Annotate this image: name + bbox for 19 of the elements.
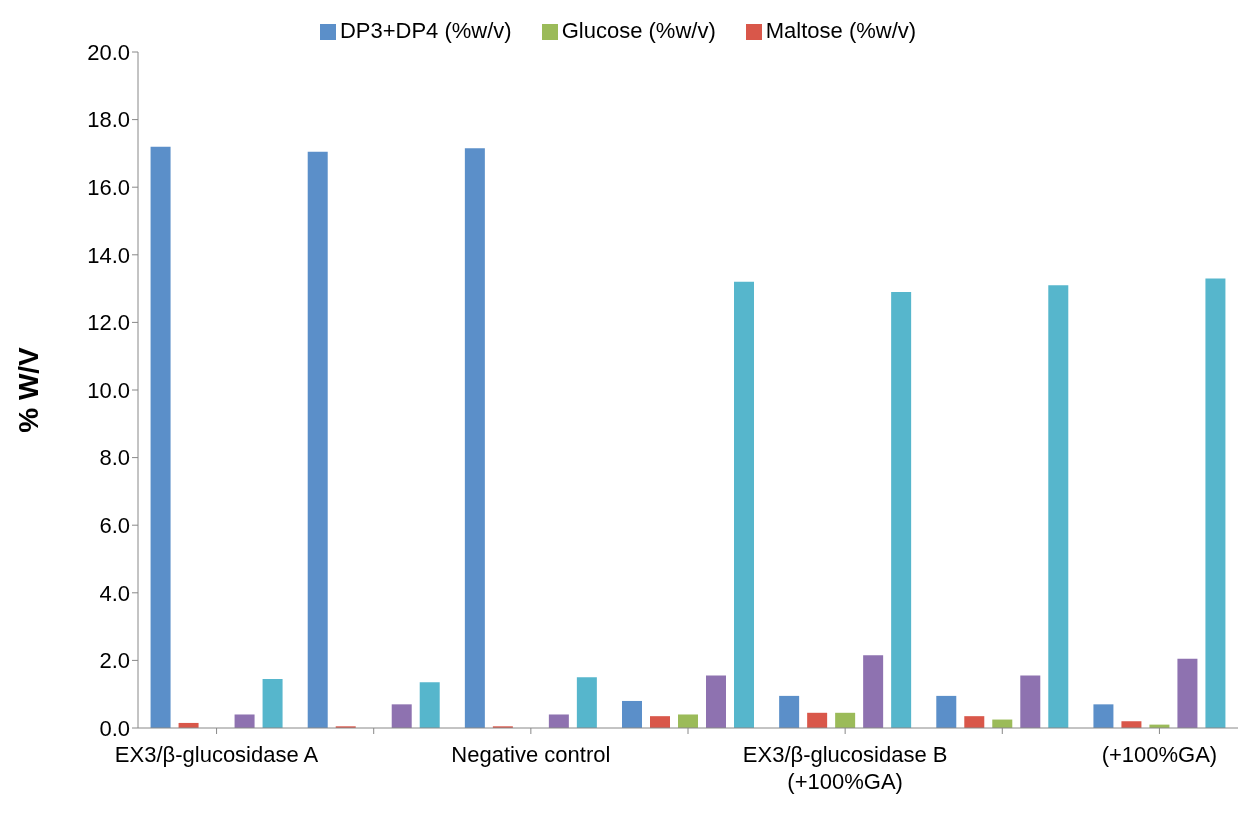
x-tick-label: Negative control	[451, 742, 611, 767]
y-tick-label: 10.0	[87, 377, 130, 403]
x-tick-label: EX3/β-glucosidase A	[114, 742, 319, 767]
y-tick-label: 18.0	[87, 107, 130, 133]
y-axis-title: % W/V	[12, 346, 44, 433]
legend-label: DP3+DP4 (%w/v)	[339, 18, 512, 43]
y-tick-label: 8.0	[99, 445, 130, 471]
y-tick-label: 12.0	[87, 310, 130, 336]
y-tick-label: 14.0	[87, 242, 130, 268]
y-tick-label: 20.0	[87, 39, 130, 65]
x-tick-label: (+100%GA)	[1101, 742, 1218, 767]
legend-label: Glucose (%w/v)	[561, 18, 716, 43]
y-tick-label: 6.0	[99, 513, 130, 539]
y-tick-label: 4.0	[99, 580, 130, 606]
y-tick-label: 16.0	[87, 175, 130, 201]
x-tick-label: EX3/β-glucosidase B (+100%GA)	[742, 742, 948, 794]
legend-label: Maltose (%w/v)	[765, 18, 917, 43]
y-tick-label: 2.0	[99, 648, 130, 674]
y-tick-label: 0.0	[99, 715, 130, 741]
